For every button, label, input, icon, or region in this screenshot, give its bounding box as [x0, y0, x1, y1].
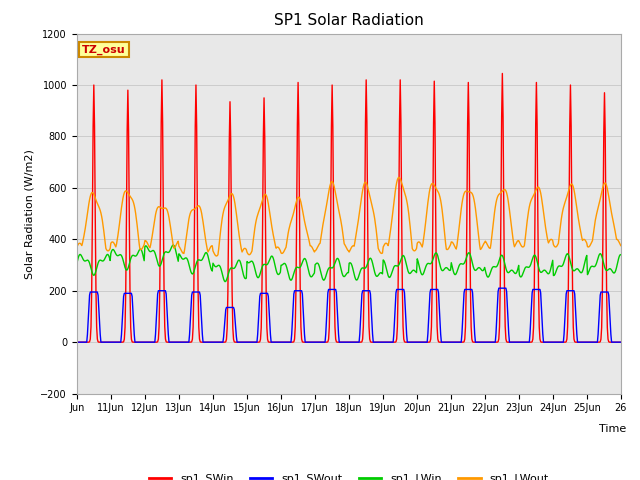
sp1_LWin	[238, 266, 246, 272]
sp1_LWin	[285, 276, 293, 281]
sp1_SWout	[405, 339, 413, 345]
sp1_LWout	[395, 175, 403, 180]
sp1_LWin	[137, 246, 145, 252]
sp1_SWout	[495, 285, 502, 291]
Line: sp1_SWout: sp1_SWout	[77, 288, 621, 342]
X-axis label: Time: Time	[599, 424, 626, 434]
sp1_SWin	[499, 71, 506, 76]
sp1_SWout	[237, 339, 244, 345]
sp1_LWin	[170, 242, 177, 248]
Line: sp1_LWout: sp1_LWout	[77, 178, 621, 256]
sp1_SWin	[137, 339, 145, 345]
sp1_LWin	[617, 252, 625, 258]
sp1_LWin	[437, 265, 445, 271]
sp1_LWout	[73, 244, 81, 250]
sp1_SWin	[617, 339, 625, 345]
sp1_LWout	[406, 224, 414, 229]
Line: sp1_LWin: sp1_LWin	[77, 245, 621, 282]
sp1_LWin	[265, 258, 273, 264]
sp1_LWin	[73, 261, 81, 266]
sp1_SWin	[405, 339, 413, 345]
sp1_SWin	[73, 339, 81, 345]
Y-axis label: Solar Radiation (W/m2): Solar Radiation (W/m2)	[25, 149, 35, 278]
sp1_LWout	[617, 243, 625, 249]
sp1_SWin	[264, 336, 271, 342]
sp1_LWout	[212, 253, 220, 259]
sp1_LWout	[437, 197, 445, 203]
Title: SP1 Solar Radiation: SP1 Solar Radiation	[274, 13, 424, 28]
sp1_LWout	[137, 247, 145, 252]
sp1_SWout	[435, 303, 443, 309]
Line: sp1_SWin: sp1_SWin	[77, 73, 621, 342]
sp1_LWout	[237, 246, 245, 252]
sp1_LWout	[285, 227, 292, 232]
sp1_LWout	[264, 201, 272, 206]
Legend: sp1_SWin, sp1_SWout, sp1_LWin, sp1_LWout: sp1_SWin, sp1_SWout, sp1_LWin, sp1_LWout	[145, 469, 553, 480]
sp1_SWin	[237, 339, 244, 345]
sp1_SWin	[435, 339, 443, 345]
sp1_LWin	[221, 279, 229, 285]
sp1_SWout	[284, 339, 292, 345]
sp1_LWin	[406, 271, 414, 276]
sp1_SWout	[617, 339, 625, 345]
Text: TZ_osu: TZ_osu	[82, 44, 126, 55]
sp1_SWin	[284, 339, 292, 345]
sp1_SWout	[137, 339, 145, 345]
sp1_SWout	[264, 290, 271, 296]
sp1_SWout	[73, 339, 81, 345]
